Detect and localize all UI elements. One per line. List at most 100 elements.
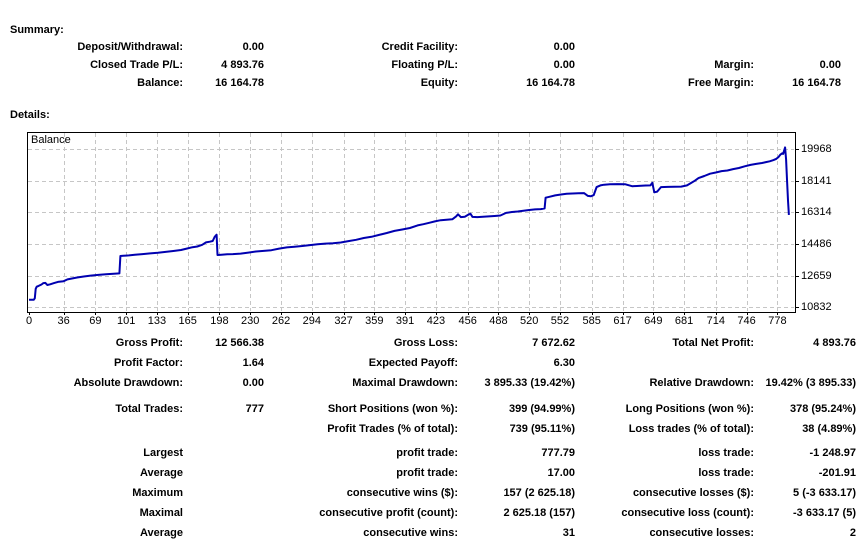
stat-value: 19.42% (3 895.33) [765, 377, 856, 389]
stat-label: Maximal [139, 507, 183, 519]
stat-label: consecutive losses ($): [632, 487, 754, 499]
y-axis-label: 14486 [801, 237, 832, 250]
details-row: Maximum consecutive wins ($): 157 (2 625… [0, 487, 867, 501]
stat-value: 7 672.62 [532, 337, 575, 349]
stat-label: consecutive profit (count): [319, 507, 458, 519]
details-row: Gross Profit: 12 566.38 Gross Loss: 7 67… [0, 337, 867, 351]
y-axis-label: 12659 [801, 269, 832, 282]
details-row: Largest profit trade: 777.79 loss trade:… [0, 447, 867, 461]
stat-value: 0.00 [553, 41, 575, 53]
stat-label: Total Trades: [115, 403, 183, 415]
stat-label: Free Margin: [687, 77, 754, 89]
x-axis-label: 456 [458, 315, 477, 327]
x-axis-label: 585 [582, 315, 601, 327]
stat-value: 17.00 [547, 467, 575, 479]
stat-label: loss trade: [698, 467, 754, 479]
stat-label: profit trade: [396, 467, 458, 479]
stat-value: 0.00 [242, 41, 264, 53]
stat-value: -3 633.17 (5) [793, 507, 856, 519]
stat-value: 16 164.78 [792, 77, 841, 89]
stat-value: 12 566.38 [215, 337, 264, 349]
stat-label: consecutive wins ($): [346, 487, 458, 499]
stat-label: Profit Trades (% of total): [327, 423, 458, 435]
stat-label: profit trade: [396, 447, 458, 459]
stat-value: 399 (94.99%) [508, 403, 575, 415]
stat-label: Maximum [132, 487, 183, 499]
x-axis-label: 520 [520, 315, 539, 327]
y-axis-label: 10832 [801, 301, 832, 314]
stat-value: -1 248.97 [809, 447, 856, 459]
details-row: Profit Trades (% of total): 739 (95.11%)… [0, 423, 867, 437]
x-axis-label: 552 [550, 315, 570, 327]
stat-label: Loss trades (% of total): [628, 423, 754, 435]
stat-label: consecutive wins: [363, 527, 458, 539]
summary-row: Closed Trade P/L: 4 893.76 Floating P/L:… [0, 59, 867, 73]
x-axis-label: 165 [178, 315, 197, 327]
stat-label: Maximal Drawdown: [352, 377, 458, 389]
stat-label: Average [139, 527, 183, 539]
stat-value: 6.30 [553, 357, 575, 369]
stat-value: 157 (2 625.18) [503, 487, 575, 499]
y-axis-label: 19968 [801, 142, 832, 155]
x-axis-label: 649 [644, 315, 663, 327]
stat-label: Absolute Drawdown: [73, 377, 183, 389]
x-axis-label: 69 [89, 315, 102, 327]
x-axis-label: 230 [241, 315, 260, 327]
stat-value: 777.79 [541, 447, 575, 459]
stat-value: 38 (4.89%) [802, 423, 856, 435]
x-axis-label: 391 [395, 315, 415, 327]
stat-label: Margin: [714, 59, 754, 71]
stat-value: 2 [849, 527, 856, 539]
stat-label: loss trade: [698, 447, 754, 459]
summary-row: Balance: 16 164.78 Equity: 16 164.78 Fre… [0, 77, 867, 91]
stat-label: Average [139, 467, 183, 479]
stat-value: 4 893.76 [221, 59, 264, 71]
stat-label: consecutive loss (count): [621, 507, 754, 519]
summary-section-title: Summary: [10, 24, 64, 36]
stat-value: 739 (95.11%) [509, 423, 575, 435]
x-axis-label: 359 [365, 315, 384, 327]
stat-label: Balance: [137, 77, 183, 89]
stat-value: 1.64 [242, 357, 264, 369]
stat-label: Relative Drawdown: [649, 377, 754, 389]
x-axis-label: 198 [210, 315, 229, 327]
stat-value: 777 [245, 403, 264, 415]
stat-value: 2 625.18 (157) [503, 507, 575, 519]
stat-value: 31 [562, 527, 575, 539]
details-row: Absolute Drawdown: 0.00 Maximal Drawdown… [0, 377, 867, 391]
stat-value: 3 895.33 (19.42%) [484, 377, 575, 389]
y-axis-label: 16314 [801, 206, 832, 219]
x-axis-label: 0 [25, 315, 33, 327]
stat-label: Closed Trade P/L: [90, 59, 183, 71]
x-axis-label: 681 [674, 315, 694, 327]
chart-border [27, 132, 796, 313]
x-axis-label: 423 [426, 315, 446, 327]
x-axis-label: 778 [768, 315, 787, 327]
balance-chart: Balance [27, 132, 807, 320]
stat-label: Credit Facility: [381, 41, 458, 53]
stat-label: Short Positions (won %): [327, 403, 458, 415]
stat-label: consecutive losses: [649, 527, 754, 539]
stat-value: 0.00 [819, 59, 841, 71]
stat-value: 378 (95.24%) [789, 403, 856, 415]
x-axis-label: 133 [147, 315, 167, 327]
x-axis-label: 714 [706, 315, 725, 327]
stat-value: 0.00 [553, 59, 575, 71]
x-axis-label: 294 [302, 315, 321, 327]
stat-label: Deposit/Withdrawal: [77, 41, 183, 53]
x-axis-label: 488 [489, 315, 508, 327]
stat-label: Total Net Profit: [672, 337, 754, 349]
x-axis-label: 617 [613, 315, 632, 327]
details-row: Profit Factor: 1.64 Expected Payoff: 6.3… [0, 357, 867, 371]
stat-label: Gross Loss: [393, 337, 458, 349]
x-axis-label: 746 [737, 315, 756, 327]
chart-series-label: Balance [31, 134, 71, 146]
stat-value: 16 164.78 [526, 77, 575, 89]
stat-label: Expected Payoff: [368, 357, 458, 369]
x-axis-label: 327 [334, 315, 353, 327]
details-row: Average profit trade: 17.00 loss trade: … [0, 467, 867, 481]
stat-label: Floating P/L: [391, 59, 458, 71]
summary-row: Deposit/Withdrawal: 0.00 Credit Facility… [0, 41, 867, 55]
details-row: Average consecutive wins: 31 consecutive… [0, 527, 867, 541]
x-axis-label: 101 [116, 315, 136, 327]
